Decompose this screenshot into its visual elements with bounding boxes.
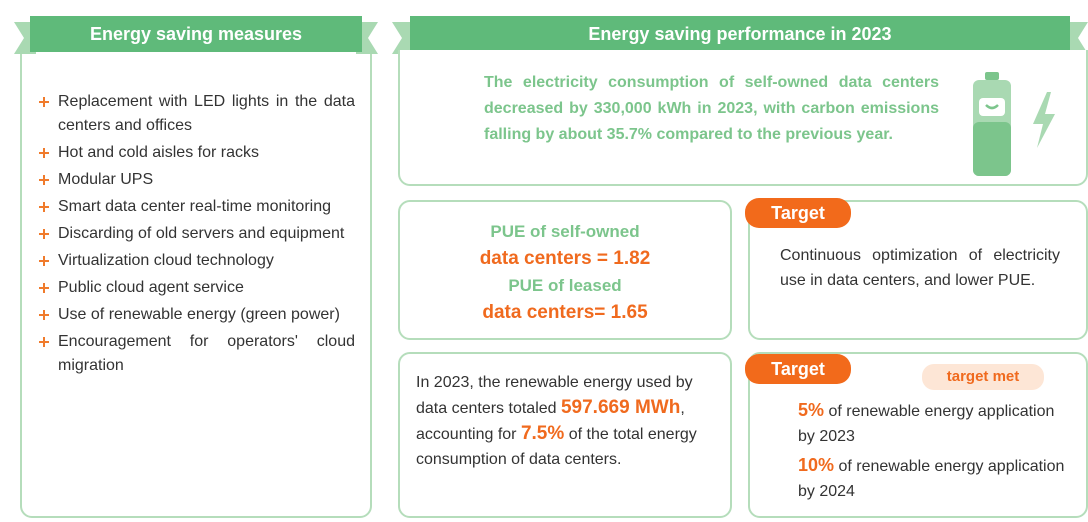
measure-item: Discarding of old servers and equipment xyxy=(30,222,355,246)
measure-item: Public cloud agent service xyxy=(30,276,355,300)
measure-item: Encouragement for operators' cloud migra… xyxy=(30,330,355,378)
goal: 10% of renewable energy application by 2… xyxy=(798,453,1068,504)
renewable-box xyxy=(398,352,732,518)
measure-item: Replacement with LED lights in the data … xyxy=(30,90,355,138)
plus-icon xyxy=(39,202,49,212)
measure-text: Modular UPS xyxy=(58,171,154,188)
measure-item: Modular UPS xyxy=(30,168,355,192)
measure-text: Use of renewable energy (green power) xyxy=(58,306,340,323)
summary-text: The electricity consumption of self-owne… xyxy=(484,74,939,143)
renewable-part: , accounting for xyxy=(416,400,685,443)
plus-icon xyxy=(39,310,49,320)
performance-title: Energy saving performance in 2023 xyxy=(588,24,892,44)
pue-line: PUE of self-owned xyxy=(490,222,640,241)
renewable-part: 7.5% xyxy=(520,423,565,444)
measure-item: Virtualization cloud technology xyxy=(30,249,355,273)
measure-text: Public cloud agent service xyxy=(58,279,244,296)
performance-ribbon xyxy=(392,16,1088,54)
measures-panel xyxy=(20,42,372,518)
pue-line: PUE of leased xyxy=(508,276,622,295)
measure-text: Smart data center real-time monitoring xyxy=(58,198,331,215)
plus-icon xyxy=(39,229,49,239)
target-status: target met xyxy=(922,364,1044,390)
goal-value: 10% xyxy=(798,455,835,475)
battery-icon xyxy=(973,72,1055,176)
pue-line: data centers= 1.65 xyxy=(482,302,648,323)
renewable-part: 597.669 MWh xyxy=(560,397,681,418)
pue-lines: PUE of self-owned data centers = 1.82 PUE … xyxy=(398,218,732,326)
renewable-part: In 2023, the renewable energy used by da… xyxy=(416,374,693,417)
measure-item: Hot and cold aisles for racks xyxy=(30,141,355,165)
measure-item: Smart data center real-time monitoring xyxy=(30,195,355,219)
renewable-text: In 2023, the renewable energy used by da… xyxy=(416,370,716,472)
plus-icon xyxy=(39,175,49,185)
plus-icon xyxy=(39,337,49,347)
measures-list: Replacement with LED lights in the data … xyxy=(30,90,355,381)
pue-box xyxy=(398,200,732,340)
pue-line: data centers = 1.82 xyxy=(479,248,651,269)
measure-text: Encouragement for operators' cloud migra… xyxy=(58,333,355,374)
target2-badge: Target xyxy=(745,354,851,384)
measures-title: Energy saving measures xyxy=(89,24,303,44)
goals: 5% of renewable energy application by 20… xyxy=(798,398,1068,508)
measures-ribbon xyxy=(14,16,378,54)
target1-badge: Target xyxy=(745,198,851,228)
target1-text: Continuous optimization of electricity u… xyxy=(780,247,1060,289)
goal-value: 5% xyxy=(798,400,825,420)
measure-text: Hot and cold aisles for racks xyxy=(58,144,259,161)
goal: 5% of renewable energy application by 20… xyxy=(798,398,1068,449)
goal-text: of renewable energy application by 2024 xyxy=(798,458,1065,500)
measure-text: Discarding of old servers and equipment xyxy=(58,225,345,242)
renewable-part: of the total energy consumption of data … xyxy=(416,426,697,468)
plus-icon xyxy=(39,256,49,266)
plus-icon xyxy=(39,97,49,107)
measure-item: Use of renewable energy (green power) xyxy=(30,303,355,327)
measure-text: Replacement with LED lights in the data … xyxy=(58,93,355,134)
plus-icon xyxy=(39,283,49,293)
goal-text: of renewable energy application by 2023 xyxy=(798,403,1055,445)
plus-icon xyxy=(39,148,49,158)
measure-text: Virtualization cloud technology xyxy=(58,252,274,269)
